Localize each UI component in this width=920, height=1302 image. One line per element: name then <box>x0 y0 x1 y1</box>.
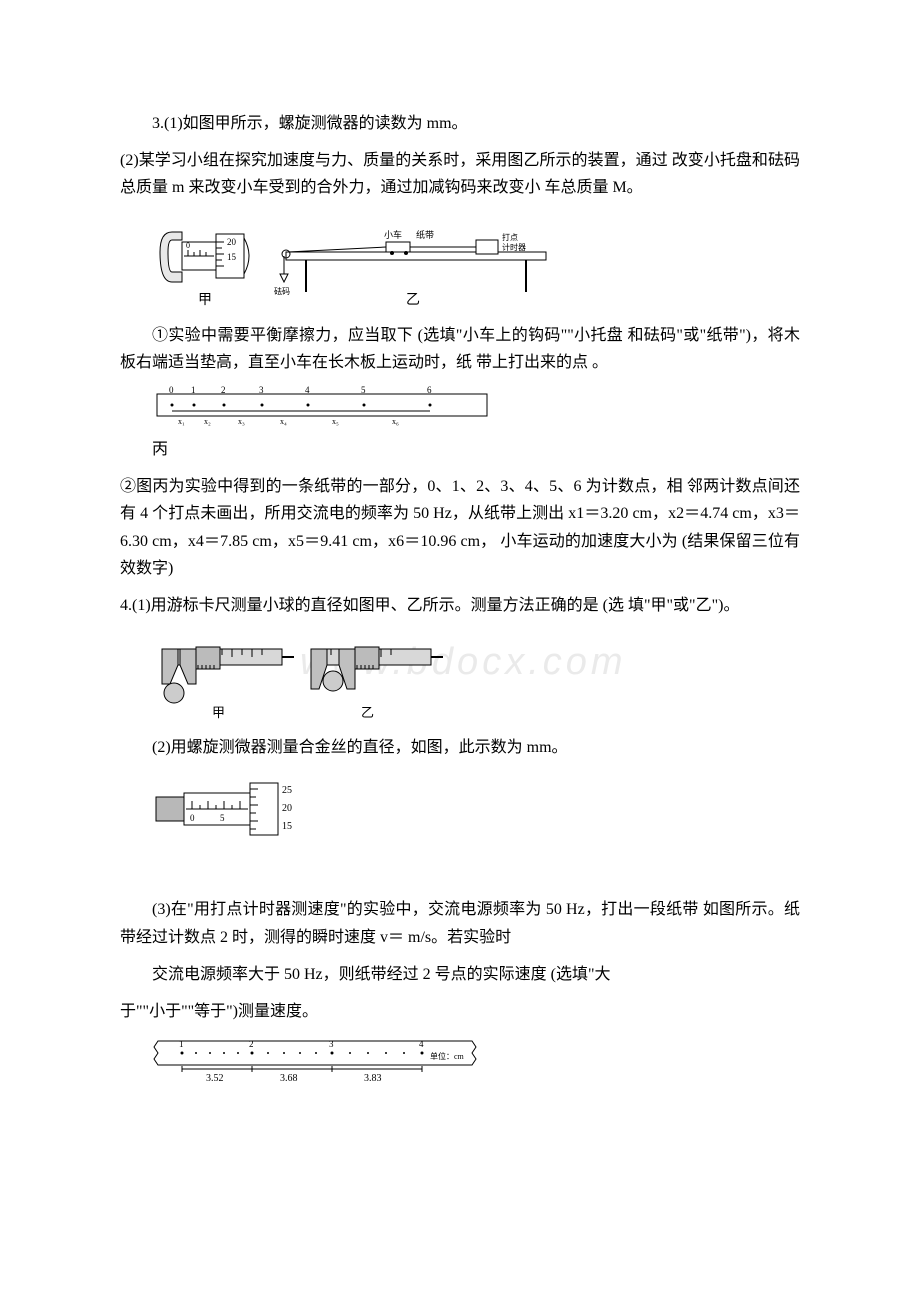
track-yi-svg: 砝码 小车 纸带 打点 计时器 乙 <box>266 212 566 312</box>
svg-text:x₆: x₆ <box>392 417 399 426</box>
micrometer2-main-0: 0 <box>190 813 195 823</box>
q4-part1-text: 4.(1)用游标卡尺测量小球的直径如图甲、乙所示。测量方法正确的是 (选 填"甲… <box>120 592 800 619</box>
caliper-caption-jia: 甲 <box>212 705 225 720</box>
tape2-unit: 单位：cm <box>430 1051 465 1061</box>
track-timer-label2: 计时器 <box>502 242 526 252</box>
track-weight-label: 砝码 <box>274 286 290 296</box>
svg-text:x₄: x₄ <box>280 417 287 426</box>
track-car-label: 小车 <box>384 229 402 240</box>
q3-sub1-text: ①实验中需要平衡摩擦力，应当取下 (选填"小车上的钩码""小托盘 和砝码"或"纸… <box>120 322 800 376</box>
caption-yi: 乙 <box>406 292 420 308</box>
q3-part2-text: (2)某学习小组在探究加速度与力、质量的关系时，采用图乙所示的装置，通过 改变小… <box>120 147 800 201</box>
svg-text:x₂: x₂ <box>204 417 211 426</box>
svg-text:2: 2 <box>221 386 226 395</box>
tape2-n4: 4 <box>419 1039 424 1049</box>
q4-caliper-row: 甲 乙 <box>152 629 800 724</box>
tape2-svg: 1 2 3 4 单位：cm 3.52 3.68 3.83 <box>152 1035 482 1085</box>
tape2-n1: 1 <box>179 1039 184 1049</box>
track-timer-label1: 打点 <box>502 232 518 242</box>
micrometer-jia-svg: 0 20 15 甲 <box>152 212 262 312</box>
micrometer-20: 20 <box>227 237 237 247</box>
micrometer-main-0: 0 <box>186 241 190 250</box>
q4-micrometer2: 0 5 25 20 15 <box>152 771 800 851</box>
svg-text:x₃: x₃ <box>238 417 245 426</box>
q4-part2-text: (2)用螺旋测微器测量合金丝的直径，如图，此示数为 mm。 <box>120 734 800 761</box>
svg-text:1: 1 <box>191 386 196 395</box>
micrometer2-25: 25 <box>282 785 292 796</box>
svg-text:0: 0 <box>169 386 174 395</box>
tape2-v2: 3.68 <box>280 1073 298 1084</box>
svg-text:4: 4 <box>305 386 310 395</box>
svg-text:x₁: x₁ <box>178 417 185 426</box>
caption-bing: 丙 <box>120 436 800 463</box>
svg-text:3: 3 <box>259 386 264 395</box>
q4-part3b-text: 交流电源频率大于 50 Hz，则纸带经过 2 号点的实际速度 (选填"大 <box>120 961 800 988</box>
q4-part3c-text: 于""小于""等于")测量速度。 <box>120 998 800 1025</box>
tape2-n2: 2 <box>249 1039 254 1049</box>
q3-tape-figure: 0 1 2 3 4 5 6 x₁ x₂ x₃ x₄ x₅ x₆ <box>152 386 800 426</box>
q3-part1-text: 3.(1)如图甲所示，螺旋测微器的读数为 mm。 <box>120 110 800 137</box>
micrometer2-15: 15 <box>282 821 292 832</box>
tape-bing-svg: 0 1 2 3 4 5 6 x₁ x₂ x₃ x₄ x₅ x₆ <box>152 386 492 426</box>
caption-jia: 甲 <box>198 293 212 308</box>
micrometer2-20: 20 <box>282 803 292 814</box>
tape2-n3: 3 <box>329 1039 334 1049</box>
tape2-v3: 3.83 <box>364 1073 382 1084</box>
q4-tape-figure: 1 2 3 4 单位：cm 3.52 3.68 3.83 <box>152 1035 800 1085</box>
svg-text:x₅: x₅ <box>332 417 339 426</box>
svg-text:5: 5 <box>361 386 366 395</box>
q3-sub2-text: ②图丙为实验中得到的一条纸带的一部分，0、1、2、3、4、5、6 为计数点，相 … <box>120 473 800 582</box>
caliper-jia-svg: 甲 <box>152 629 297 724</box>
q4-part3-text: (3)在"用打点计时器测速度"的实验中，交流电源频率为 50 Hz，打出一段纸带… <box>120 896 800 950</box>
micrometer2-svg: 0 5 25 20 15 <box>152 771 322 851</box>
tape2-v1: 3.52 <box>206 1073 224 1084</box>
caliper-caption-yi: 乙 <box>361 705 374 720</box>
svg-text:6: 6 <box>427 386 432 395</box>
caliper-yi-svg: 乙 <box>301 629 446 724</box>
q3-figure-row: 0 20 15 甲 砝码 小车 纸带 <box>152 212 800 312</box>
micrometer2-main-5: 5 <box>220 813 225 823</box>
micrometer-15: 15 <box>227 252 237 262</box>
track-tape-label: 纸带 <box>416 229 434 240</box>
